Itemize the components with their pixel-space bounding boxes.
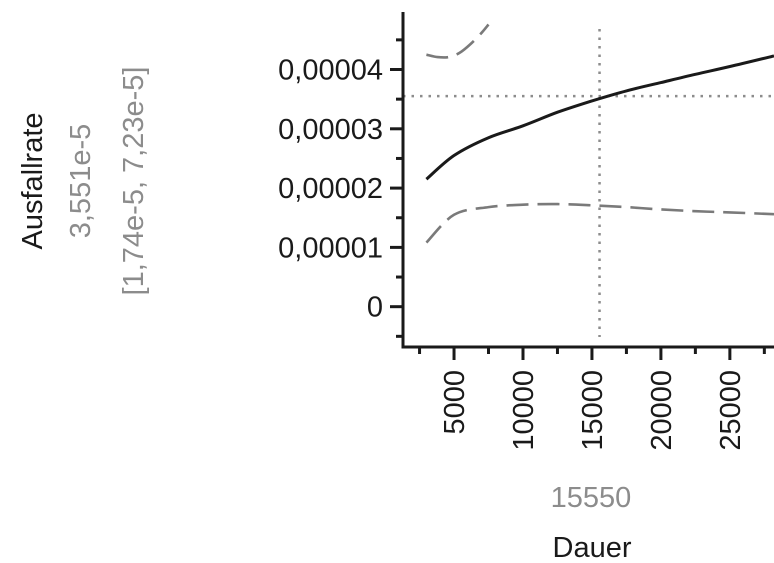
y-tick-label: 0 <box>367 292 383 324</box>
crosshair-y-value: 3,551e-5 <box>65 124 97 239</box>
x-axis-title: Dauer <box>553 532 632 563</box>
y-tick-label: 0,00002 <box>278 173 383 205</box>
series-line-lower-confidence <box>425 202 774 244</box>
x-tick-label: 15000 <box>577 370 609 451</box>
y-tick-label: 0,00003 <box>278 114 383 146</box>
y-tick-label: 0,00001 <box>278 232 383 264</box>
x-tick-label: 25000 <box>715 370 747 451</box>
x-tick-label: 20000 <box>646 370 678 451</box>
x-axis: 5000 10000 15000 20000 25000 <box>401 345 774 451</box>
plot-area <box>403 23 774 337</box>
y-axis: 0 0,00001 0,00002 0,00003 0,00004 <box>278 12 405 347</box>
y-tick-label: 0,00004 <box>278 55 383 87</box>
series-line-estimate <box>425 54 774 181</box>
crosshair-ci-label: [1,74e-5, 7,23e-5] <box>118 67 150 296</box>
series-line-upper-confidence <box>426 23 490 59</box>
y-axis-title: Ausfallrate <box>17 112 49 249</box>
x-tick-label: 5000 <box>439 370 471 435</box>
x-tick-label: 10000 <box>508 370 540 451</box>
crosshair-x-value: 15550 <box>551 482 632 514</box>
